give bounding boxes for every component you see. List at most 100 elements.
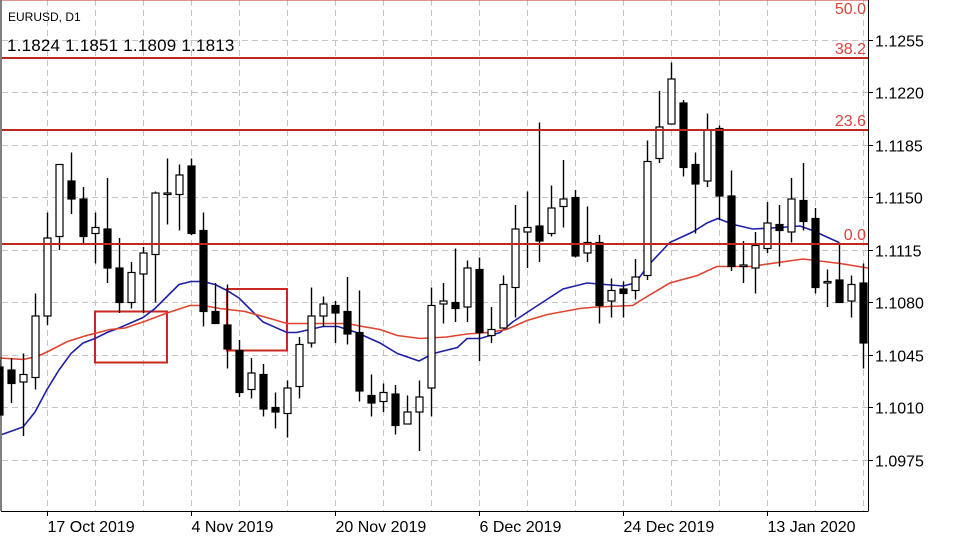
time-tick-label: 6 Dec 2019 <box>480 519 562 536</box>
bullish-candle <box>319 296 328 327</box>
candle-body <box>259 373 268 410</box>
bearish-candle <box>367 374 376 417</box>
bullish-candle <box>43 212 52 325</box>
candle-body <box>787 198 796 233</box>
bullish-candle <box>547 185 556 237</box>
candle-body <box>355 331 364 392</box>
candle-body <box>535 225 544 242</box>
candle-body <box>523 226 532 233</box>
candle-body <box>115 267 124 304</box>
bearish-candle <box>811 208 820 294</box>
candle-body <box>247 372 256 391</box>
bullish-candle <box>847 275 856 318</box>
time-tick-label: 17 Oct 2019 <box>48 519 135 536</box>
bearish-candle <box>799 163 808 231</box>
candle-body <box>7 369 16 385</box>
candle-body <box>643 160 652 277</box>
rectangle-drawing[interactable] <box>226 288 288 352</box>
bearish-candle <box>67 152 76 214</box>
bullish-candle <box>403 395 412 425</box>
candle-body <box>547 207 556 235</box>
candle-body <box>211 310 220 325</box>
candlesticks <box>0 62 868 451</box>
bearish-candle <box>235 340 244 397</box>
bullish-candle <box>511 205 520 318</box>
bullish-candle <box>439 283 448 324</box>
bearish-candle <box>571 190 580 258</box>
bullish-candle <box>31 293 40 390</box>
bearish-candle <box>859 263 868 369</box>
candle-body <box>835 279 844 304</box>
candle-body <box>175 174 184 196</box>
price-tick-label: 1.1150 <box>875 191 923 208</box>
candle-body <box>43 237 52 317</box>
price-axis[interactable]: 1.1255 1.1220 1.1185 1.1150 1.1115 1.1080 1.10… <box>868 34 924 471</box>
bearish-candle <box>595 235 604 324</box>
candle-body <box>31 315 40 379</box>
bullish-candle <box>247 358 256 399</box>
candle-body <box>55 163 64 238</box>
price-tick-label: 1.1010 <box>875 401 924 418</box>
candle-body <box>607 289 616 302</box>
candle-body <box>691 163 700 185</box>
candle-body <box>103 228 112 269</box>
bullish-candle <box>583 206 592 262</box>
bullish-candle <box>823 269 832 307</box>
candle-body <box>163 192 172 196</box>
candle-body <box>463 267 472 308</box>
bullish-candle <box>151 191 160 303</box>
candle-body <box>319 303 328 317</box>
candle-body <box>487 328 496 337</box>
bearish-candle <box>271 392 280 429</box>
candle-body <box>19 373 28 383</box>
bullish-candle <box>427 287 436 417</box>
bearish-candle <box>103 178 112 283</box>
bullish-candle <box>523 191 532 268</box>
candle-body <box>847 283 856 302</box>
rectangle-drawing[interactable] <box>94 310 168 364</box>
candle-body <box>127 271 136 304</box>
bearish-candle <box>199 212 208 327</box>
bullish-candle <box>739 241 748 283</box>
price-tick-label: 1.1045 <box>875 349 924 366</box>
time-axis[interactable]: 17 Oct 2019 4 Nov 2019 20 Nov 2019 6 Dec 20… <box>47 511 856 536</box>
candle-body <box>331 304 340 314</box>
candle-body <box>775 223 784 232</box>
time-tick-label: 20 Nov 2019 <box>336 519 427 536</box>
bearish-candle <box>355 290 364 402</box>
bullish-candle <box>415 380 424 451</box>
bullish-candle <box>127 262 136 309</box>
candle-body <box>499 283 508 329</box>
candle-body <box>655 126 664 160</box>
bullish-candle <box>499 275 508 329</box>
candle-body <box>391 393 400 427</box>
candle-body <box>439 300 448 305</box>
bullish-candle <box>55 163 64 250</box>
bearish-candle <box>211 283 220 325</box>
candle-body <box>67 180 76 200</box>
bearish-candle <box>331 301 340 343</box>
bearish-candle <box>79 187 88 244</box>
candle-body <box>763 222 772 250</box>
bullish-candle <box>163 158 172 225</box>
bearish-candle <box>775 205 784 267</box>
bullish-candle <box>283 380 292 438</box>
bullish-candle <box>307 287 316 348</box>
candle-body <box>571 196 580 257</box>
slow-ma-line <box>0 258 868 361</box>
time-tick-label: 13 Jan 2020 <box>768 519 856 536</box>
ohlc-readout: 1.1824 1.1851 1.1809 1.1813 <box>7 36 235 55</box>
candle-body <box>595 241 604 307</box>
candle-body <box>379 391 388 403</box>
candle-body <box>703 129 712 182</box>
bearish-candle <box>535 122 544 262</box>
bullish-candle <box>295 337 304 399</box>
candle-body <box>187 165 196 235</box>
bearish-candle <box>475 257 484 361</box>
bullish-candle <box>379 383 388 412</box>
fibonacci-retracement[interactable]: 50.0 38.2 23.6 0.0 <box>2 0 868 245</box>
fib-level-label: 0.0 <box>844 227 866 244</box>
bearish-candle <box>715 125 724 220</box>
bullish-candle <box>559 160 568 228</box>
